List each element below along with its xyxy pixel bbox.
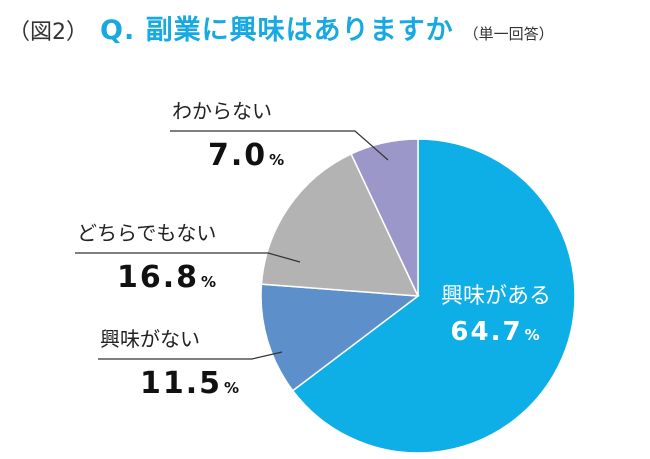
pie-slices	[260, 138, 576, 454]
leader-line-1	[98, 351, 283, 360]
slice-label-2: どちらでもない	[77, 221, 216, 245]
figure-label: （図2）	[8, 20, 88, 45]
slice-annotations: 興味がある 64.7 % わからない 7.0 % どちらでもない 16.8 % 興味がない 11.5…	[75, 99, 551, 401]
pie-slice-3	[350, 138, 419, 297]
pie-slice-2	[260, 152, 420, 297]
answer-type-note: （単一回答）	[463, 25, 554, 43]
pie-slice-1	[260, 283, 421, 392]
leader-line-2	[75, 252, 301, 263]
chart-header: （図2） Q. 副業に興味はありますか （単一回答）	[8, 8, 554, 46]
slice-value-3: 7.0%	[208, 138, 286, 173]
slice-label-3: わからない	[172, 99, 272, 123]
slice-value-0: 64.7%	[450, 317, 541, 347]
slice-value-1: 11.5%	[140, 366, 241, 401]
chart-title: Q. 副業に興味はありますか	[100, 15, 454, 46]
pie-slice-0	[291, 138, 576, 454]
slice-value-2: 16.8%	[117, 260, 218, 295]
slice-label-1: 興味がない	[100, 327, 200, 351]
leader-line-3	[170, 130, 389, 161]
slice-label-0: 興味がある	[441, 284, 551, 309]
